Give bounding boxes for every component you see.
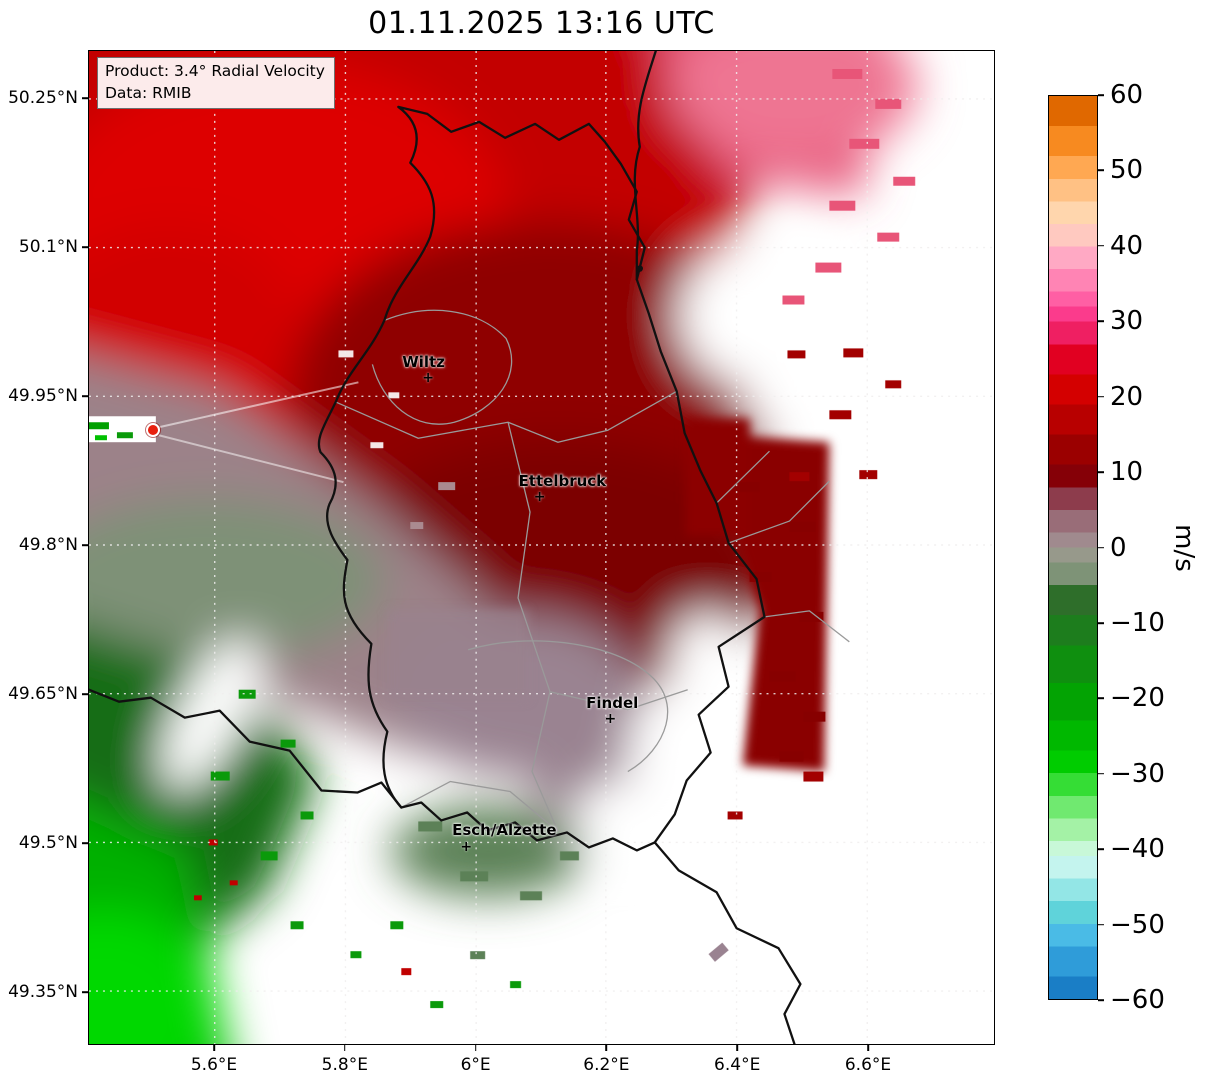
map-plot: Product: 3.4° Radial Velocity Data: RMIB — [88, 50, 995, 1045]
data-source-line: Data: RMIB — [105, 83, 192, 102]
colorbar-tickmark — [1098, 245, 1104, 247]
colorbar-tick-label: −50 — [1110, 909, 1165, 940]
colorbar-tick-label: 40 — [1110, 230, 1144, 261]
radar-beam-artifacts — [89, 381, 359, 484]
x-axis-tick-label: 5.8°E — [321, 1055, 368, 1075]
blocky-patch-layer — [388, 418, 830, 772]
colorbar-tick-label: 50 — [1110, 155, 1144, 186]
colorbar-tickmark — [1098, 772, 1104, 775]
colorbar-tickmark — [1098, 546, 1104, 549]
x-axis-tick-label: 6°E — [460, 1055, 491, 1075]
x-axis-tickmark — [736, 1045, 738, 1051]
colorbar-tick-label: −20 — [1110, 683, 1165, 714]
x-axis-tickmark — [344, 1045, 346, 1051]
country-borders-layer — [89, 51, 802, 1044]
colorbar-tick-label: −10 — [1110, 607, 1165, 638]
colorbar-tickmark — [1098, 471, 1104, 473]
y-axis-tick-label: 50.1°N — [18, 236, 78, 257]
colorbar-tickmark — [1098, 169, 1104, 172]
x-axis-tickmark — [213, 1045, 215, 1051]
colorbar-tickmark — [1098, 999, 1104, 1001]
colorbar-unit-label: m/s — [1169, 524, 1199, 572]
product-info-box: Product: 3.4° Radial Velocity Data: RMIB — [97, 57, 335, 110]
colorbar-tick-label: 20 — [1110, 381, 1144, 412]
y-axis-tick-label: 49.95°N — [8, 385, 78, 406]
x-axis-tick-label: 6.2°E — [583, 1055, 630, 1075]
y-axis-tick-label: 49.5°N — [18, 833, 78, 853]
y-axis-tick-label: 49.35°N — [8, 982, 78, 1002]
colorbar-tickmark — [1098, 320, 1104, 323]
colorbar-tickmark — [1098, 94, 1104, 96]
x-axis-tickmark — [474, 1045, 477, 1051]
district-borders-layer — [336, 309, 850, 832]
colorbar-tick-label: 30 — [1110, 306, 1144, 337]
product-line: Product: 3.4° Radial Velocity — [105, 62, 325, 80]
y-axis-tick-label: 49.8°N — [18, 534, 78, 555]
colorbar-tickmark — [1098, 923, 1104, 926]
x-axis-tick-label: 5.6°E — [190, 1055, 238, 1075]
colorbar-tickmark — [1098, 622, 1104, 624]
colorbar-tickmark — [1098, 697, 1104, 700]
colorbar-tick-label: 60 — [1110, 80, 1144, 110]
x-axis-tickmark — [605, 1045, 608, 1051]
colorbar-tick-label: −30 — [1110, 758, 1165, 789]
colorbar-tickmark — [1098, 848, 1104, 850]
colorbar-gradient — [1048, 95, 1098, 1000]
colorbar-tick-label: −60 — [1110, 985, 1165, 1015]
colorbar: 60 50 40 30 20 10 0 −10 −20 −30 −40 −50 −60 — [1048, 80, 1165, 1015]
x-axis-tick-label: 6.6°E — [844, 1055, 892, 1075]
x-axis-tick-label: 6.4°E — [714, 1055, 761, 1075]
figure-title: 01.11.2025 13:16 UTC — [368, 6, 715, 41]
x-axis-tickmark — [867, 1045, 869, 1051]
speckle-layer — [193, 68, 916, 1009]
y-axis-tick-label: 50.25°N — [8, 87, 78, 108]
grid-layer — [89, 51, 994, 1044]
colorbar-tick-label: 10 — [1110, 457, 1144, 488]
colorbar-tick-label: −40 — [1110, 834, 1165, 865]
colorbar-tickmark — [1098, 395, 1104, 398]
velocity-raster — [89, 51, 994, 1044]
colorbar-tick-label: 0 — [1110, 532, 1127, 563]
y-axis-tick-label: 49.65°N — [8, 683, 78, 704]
